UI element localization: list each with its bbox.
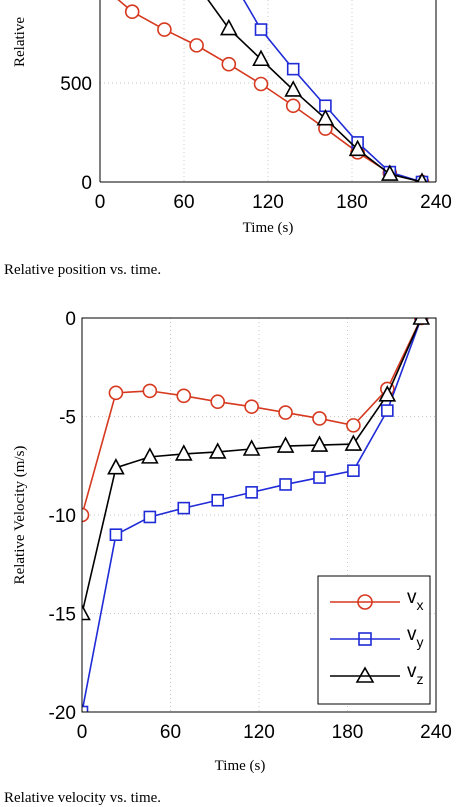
data-point-vy <box>109 528 123 542</box>
data-point-vz <box>242 439 261 456</box>
data-point <box>316 108 335 126</box>
velocity-chart: 0 60 120 180 240 0 -5 -10 -15 -20 Time (s) Relati… <box>12 309 452 774</box>
data-point-vx <box>346 418 361 433</box>
data-point <box>252 49 270 67</box>
data-point-vy <box>211 493 224 507</box>
data-point <box>285 98 301 114</box>
legend-entry-vy: vy <box>330 624 424 650</box>
position-chart-ticks: 0 60 120 180 240 0 500 <box>60 74 452 213</box>
position-chart-grid <box>99 0 437 183</box>
legend-label-vx: vx <box>407 587 424 613</box>
velocity-x-axis-label: Time (s) <box>215 758 266 774</box>
legend-entry-vz: vz <box>330 661 424 687</box>
velocity-chart-series <box>82 318 431 712</box>
data-point-vx <box>142 383 158 399</box>
data-point <box>157 22 172 37</box>
data-point-vz <box>82 603 91 621</box>
legend-entry-vx: vx <box>330 587 424 613</box>
data-point <box>348 139 367 157</box>
data-point-vx <box>244 399 259 414</box>
legend-marker-vx <box>357 594 373 610</box>
x-tick-label: 0 <box>95 192 106 213</box>
legend-label-vz: vz <box>407 661 424 687</box>
x-tick-label: 180 <box>336 192 368 213</box>
x-tick-label: 60 <box>160 722 181 743</box>
legend-marker-vy <box>358 632 372 646</box>
data-point-vz <box>141 447 159 464</box>
data-point-vz <box>174 444 193 461</box>
data-point <box>254 23 268 36</box>
data-point-vz <box>208 442 227 459</box>
y-tick-label: -20 <box>49 703 76 724</box>
data-point-vz <box>344 434 363 451</box>
y-tick-label: 0 <box>65 309 76 330</box>
data-point-vx <box>176 388 192 404</box>
data-point-vy <box>245 486 258 499</box>
data-point-vy <box>82 705 89 712</box>
y-tick-label: -10 <box>49 506 76 527</box>
data-point-vx <box>108 385 124 401</box>
data-point-vx <box>210 394 225 410</box>
data-point <box>286 62 300 76</box>
data-point <box>124 4 140 20</box>
data-point <box>380 164 399 181</box>
x-tick-label: 120 <box>252 192 284 213</box>
velocity-y-axis-label: Relative Velocity (m/s) <box>12 446 28 585</box>
y-tick-label: 500 <box>60 74 92 95</box>
data-point-vy <box>313 471 326 484</box>
y-tick-label: -15 <box>49 605 76 626</box>
data-point-vx <box>278 405 293 420</box>
data-point-vy <box>279 478 292 491</box>
velocity-chart-ticks: 0 60 120 180 240 0 -5 -10 -15 -20 <box>49 309 452 743</box>
data-point-vz <box>276 436 295 453</box>
data-point-vz <box>412 318 431 325</box>
data-point <box>416 172 428 182</box>
y-tick-label: 0 <box>81 173 92 194</box>
position-chart: 0 60 120 180 240 0 500 Time (s) Relative <box>12 0 452 236</box>
data-point-vy <box>177 501 191 515</box>
data-point <box>219 18 238 36</box>
y-tick-label: -5 <box>59 408 76 429</box>
legend-marker-vz <box>355 666 375 683</box>
position-x-axis-label: Time (s) <box>243 220 294 236</box>
legend-label-vy: vy <box>407 624 424 650</box>
x-tick-label: 240 <box>420 722 452 743</box>
data-point-vz <box>310 435 329 452</box>
data-point <box>284 80 303 97</box>
data-point <box>253 76 269 92</box>
data-point <box>221 56 237 72</box>
data-point-vz <box>378 385 397 402</box>
x-tick-label: 240 <box>420 192 452 213</box>
data-point-vy <box>381 404 394 417</box>
x-tick-label: 60 <box>173 192 194 213</box>
velocity-legend: vx vy vz <box>317 575 431 705</box>
data-point <box>189 38 204 53</box>
data-point-vx <box>82 507 90 523</box>
position-y-axis-label: Relative <box>12 17 28 67</box>
data-point-vz <box>107 458 125 475</box>
position-chart-series <box>117 0 430 182</box>
data-point-vx <box>312 411 327 426</box>
x-tick-label: 0 <box>77 722 88 743</box>
data-point-vy <box>347 464 360 477</box>
caption-velocity: Relative velocity vs. time. <box>4 790 162 806</box>
x-tick-label: 120 <box>243 722 275 743</box>
velocity-plot-frame <box>81 317 437 713</box>
x-tick-label: 180 <box>332 722 364 743</box>
caption-position: Relative position vs. time. <box>4 262 162 278</box>
data-point-vy <box>143 510 157 524</box>
